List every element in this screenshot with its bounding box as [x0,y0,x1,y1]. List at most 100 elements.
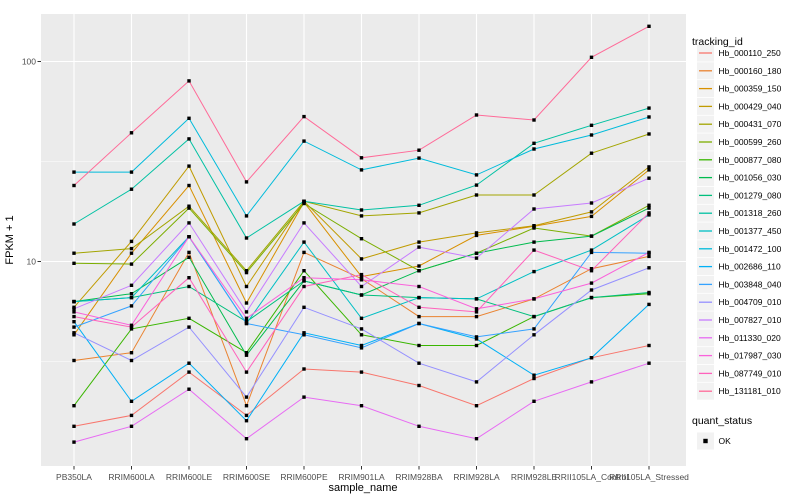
point-marker [417,343,421,348]
point-marker [647,24,651,28]
legend-label: Hb_131181_010 [719,386,782,396]
point-marker [129,131,134,135]
point-marker [417,148,421,152]
point-marker [129,358,134,363]
point-marker [302,114,306,119]
point-marker [532,226,536,230]
x-tick-label-PB350LA: PB350LA [56,472,92,482]
legend-label: Hb_001377_450 [719,226,782,236]
point-marker [244,310,249,314]
point-marker [187,316,191,320]
point-marker [474,335,479,339]
y-tick-label-100: 100 [22,57,36,67]
point-marker [302,201,306,206]
point-marker [244,284,249,289]
point-marker [532,399,536,403]
legend-item-Hb_000431_070: Hb_000431_070 [697,115,782,133]
point-marker [244,316,249,320]
point-marker [532,373,536,377]
point-marker [474,297,479,301]
point-marker [72,307,76,311]
point-marker [72,261,76,265]
point-marker [589,123,594,127]
point-marker [302,250,306,255]
point-marker [302,199,306,203]
point-marker [589,281,594,285]
point-marker [129,170,134,174]
point-marker [302,333,306,337]
point-marker [474,343,479,348]
point-marker [129,399,134,403]
point-marker [589,295,594,300]
point-marker [589,267,594,271]
point-marker [359,284,364,289]
legend-item-Hb_000429_040: Hb_000429_040 [697,97,782,115]
point-marker [647,132,651,136]
point-marker [417,314,421,319]
legend-label: Hb_000160_180 [719,66,782,76]
point-marker [72,424,76,428]
point-marker [129,292,134,296]
point-marker [72,299,76,304]
point-marker [647,302,651,307]
point-marker [129,295,134,300]
point-marker [417,156,421,160]
point-marker [72,404,76,408]
point-marker [532,147,536,151]
point-marker [187,284,191,289]
legend-item-Hb_087749_010: Hb_087749_010 [697,364,782,382]
point-marker [417,240,421,244]
legend-label: Hb_000599_260 [719,137,782,147]
point-marker [647,203,651,207]
point-marker [129,283,134,287]
point-marker [474,256,479,260]
point-marker [532,240,536,244]
legend-item-Hb_001472_100: Hb_001472_100 [697,240,782,258]
point-marker [647,343,651,348]
point-marker [244,320,249,324]
legend-item-Hb_004709_010: Hb_004709_010 [697,293,782,311]
point-marker [244,395,249,399]
point-marker [359,257,364,261]
point-marker [532,297,536,301]
point-marker [647,211,651,215]
point-marker [187,325,191,329]
point-marker [187,79,191,83]
point-marker [244,353,249,357]
point-marker [302,139,306,143]
legend-quant-title: quant_status [692,415,752,427]
point-marker [589,269,594,273]
point-marker [589,214,594,219]
point-marker [474,113,479,117]
point-marker [589,201,594,205]
legend-item-Hb_002686_110: Hb_002686_110 [697,258,781,276]
x-tick-label-RRII105LA_Control: RRII105LA_Control [555,472,629,482]
point-marker [187,204,191,208]
point-marker [474,307,479,311]
point-marker [244,214,249,218]
point-marker [359,156,364,160]
point-marker [302,305,306,309]
point-marker [359,208,364,212]
legend-item-Hb_017987_030: Hb_017987_030 [697,347,782,365]
point-marker [647,176,651,180]
point-marker [244,301,249,305]
point-marker [532,207,536,211]
point-marker [647,250,651,255]
point-marker [187,250,191,255]
point-marker [244,269,249,273]
point-marker [129,246,134,251]
legend-item-Hb_000877_080: Hb_000877_080 [697,151,782,169]
point-marker [532,314,536,319]
point-marker [72,358,76,363]
x-tick-label-RRIM600SE: RRIM600SE [223,472,271,482]
point-marker [72,320,76,324]
point-marker [187,370,191,374]
point-marker [72,331,76,335]
point-marker [359,237,364,241]
point-marker [474,310,479,314]
point-marker [647,206,651,210]
point-marker [647,290,651,295]
